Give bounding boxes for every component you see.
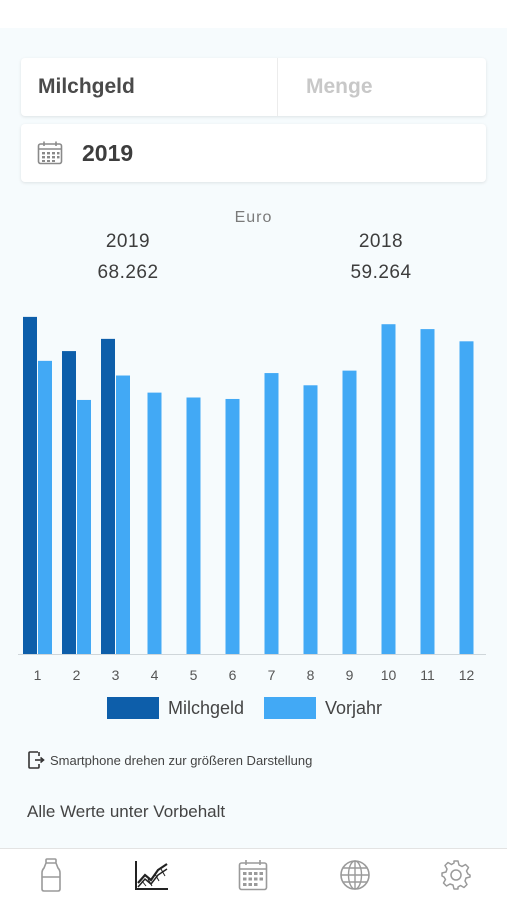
globe-icon bbox=[340, 859, 370, 890]
rotate-device-icon bbox=[28, 751, 45, 769]
legend-swatch-vorjahr bbox=[264, 697, 316, 719]
legend-item-milchgeld: Milchgeld bbox=[107, 697, 244, 719]
x-tick-label: 3 bbox=[112, 667, 120, 683]
x-tick-label: 10 bbox=[381, 667, 397, 683]
milk-can-icon bbox=[40, 857, 61, 892]
x-tick-label: 5 bbox=[190, 667, 198, 683]
summary-previous-year: 2018 bbox=[358, 231, 404, 252]
tab-milk[interactable] bbox=[21, 851, 81, 899]
tab-bar bbox=[0, 848, 507, 900]
bar-vorjahr-9 bbox=[342, 370, 357, 654]
summary-current-year: 2019 bbox=[105, 231, 151, 252]
bar-vorjahr-12 bbox=[459, 341, 474, 654]
tab-globe[interactable] bbox=[325, 851, 385, 899]
bar-vorjahr-11 bbox=[420, 329, 435, 654]
bar-vorjahr-4 bbox=[147, 392, 162, 654]
x-tick-label: 7 bbox=[268, 667, 276, 683]
rotate-hint: Smartphone drehen zur größeren Darstellu… bbox=[27, 750, 312, 770]
tab-chart[interactable] bbox=[122, 851, 182, 899]
legend-label-vorjahr: Vorjahr bbox=[325, 697, 383, 718]
x-tick-label: 11 bbox=[420, 667, 435, 683]
year-selector[interactable]: 2019 bbox=[21, 124, 486, 182]
tab-calendar[interactable] bbox=[223, 851, 283, 899]
bar-vorjahr-3 bbox=[116, 375, 130, 654]
bar-vorjahr-5 bbox=[186, 397, 201, 654]
summary-previous-total: 59.264 bbox=[350, 262, 412, 283]
calendar-icon bbox=[239, 859, 268, 890]
x-tick-label: 1 bbox=[34, 667, 42, 683]
bar-vorjahr-2 bbox=[77, 399, 91, 654]
segment-milchgeld[interactable]: Milchgeld bbox=[21, 58, 278, 116]
rotate-hint-text: Smartphone drehen zur größeren Darstellu… bbox=[50, 752, 313, 768]
x-tick-label: 12 bbox=[459, 667, 475, 683]
disclaimer-text: Alle Werte unter Vorbehalt bbox=[27, 802, 226, 821]
bar-milchgeld-2 bbox=[62, 351, 76, 654]
bar-chart: 1 2 3 4 5 6 7 8 9 10 11 12 bbox=[18, 316, 486, 683]
bar-vorjahr-8 bbox=[303, 385, 318, 654]
chart-legend: Milchgeld Vorjahr bbox=[0, 697, 507, 723]
x-tick-label: 9 bbox=[346, 667, 354, 683]
bar-vorjahr-6 bbox=[225, 398, 240, 654]
selected-year: 2019 bbox=[82, 139, 134, 166]
x-tick-label: 4 bbox=[151, 667, 159, 683]
metric-segmented-control: Milchgeld Menge bbox=[21, 58, 486, 116]
summary-current-total: 68.262 bbox=[97, 262, 159, 283]
x-tick-label: 8 bbox=[307, 667, 315, 683]
bar-vorjahr-7 bbox=[264, 373, 279, 654]
x-tick-label: 6 bbox=[229, 667, 237, 683]
segment-menge[interactable]: Menge bbox=[306, 75, 373, 98]
unit-label: Euro bbox=[234, 209, 273, 226]
calendar-icon bbox=[37, 141, 63, 165]
bar-milchgeld-3 bbox=[101, 338, 115, 654]
legend-item-vorjahr: Vorjahr bbox=[264, 697, 382, 719]
settings-icon bbox=[441, 859, 471, 890]
bar-vorjahr-10 bbox=[381, 324, 396, 654]
legend-swatch-milchgeld bbox=[107, 697, 159, 719]
chart-icon bbox=[135, 860, 169, 890]
status-bar bbox=[0, 0, 507, 28]
bar-vorjahr-1 bbox=[38, 360, 52, 654]
legend-label-milchgeld: Milchgeld bbox=[168, 697, 245, 718]
x-tick-label: 2 bbox=[73, 667, 81, 683]
tab-settings[interactable] bbox=[426, 851, 486, 899]
bar-milchgeld-1 bbox=[23, 316, 37, 654]
